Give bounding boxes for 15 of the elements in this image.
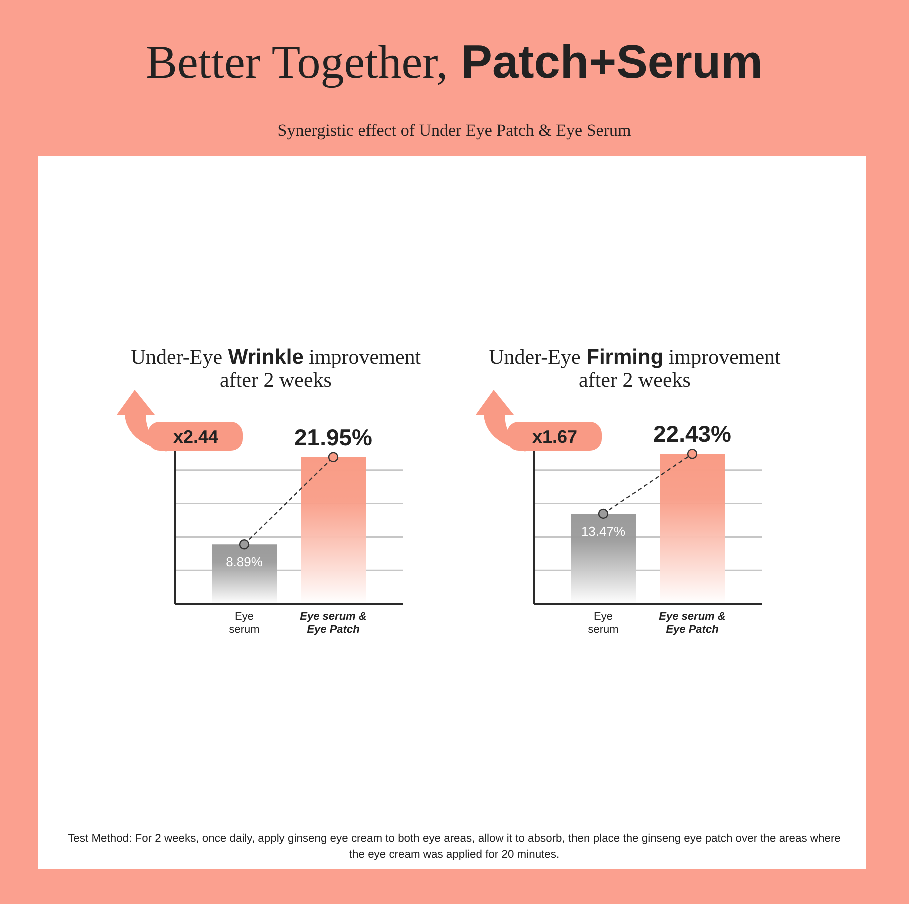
text: Synergistic effect of Under Eye Patch & Eye Serum	[276, 120, 632, 142]
data-label: 22.43%	[653, 421, 732, 448]
x-tick-label: Eye serum	[229, 611, 260, 636]
data-label: 13.47%	[581, 524, 626, 540]
data-label: 8.89%	[226, 554, 264, 570]
text: Better Together, Patch+Serum	[146, 35, 763, 89]
x-tick-label: Eye serum	[588, 611, 619, 636]
chart-title: Under-Eye Firming improvement after 2 weeks	[489, 345, 781, 392]
x-tick-label: Eye serum & Eye Patch	[300, 611, 367, 636]
annotation: x2.44	[173, 427, 219, 447]
data-label: 21.95%	[294, 424, 373, 450]
chart-title: Under-Eye Wrinkle improvement after 2 weeks	[130, 345, 422, 392]
text: x1.67	[532, 427, 578, 447]
text: Test Method: For 2 weeks, once daily, apply ginseng eye cream to both eye areas, allow it to absorb, then place the ginseng eye patch over the areas where the eye cream was applied for 20 minutes.	[67, 832, 842, 863]
x-tick-label: Eye serum & Eye Patch	[659, 611, 726, 636]
